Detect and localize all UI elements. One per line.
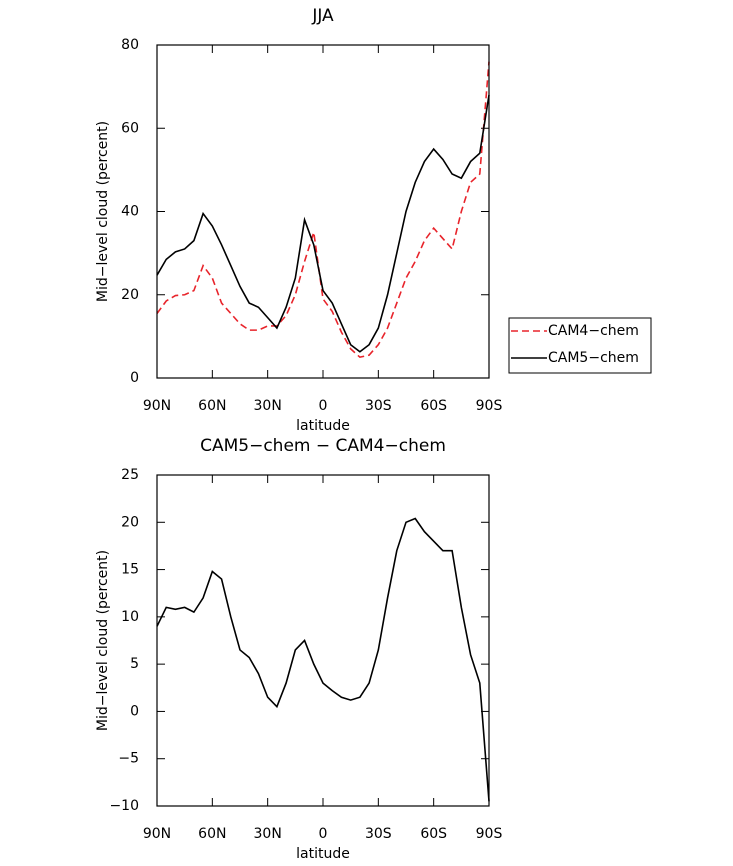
y-tick-label: 40 (121, 204, 139, 220)
y-axis-label: Mid−level cloud (percent) (95, 550, 111, 731)
x-tick-label: 60N (198, 826, 226, 842)
plot-frame (156, 474, 490, 807)
x-tick-label: 0 (319, 826, 328, 842)
x-tick-label: 90S (476, 398, 503, 414)
x-axis-label: latitude (296, 418, 350, 434)
legend-label: CAM4−chem (548, 323, 639, 339)
series-line (156, 61, 490, 359)
y-tick-label: 25 (121, 467, 139, 483)
x-tick-label: 30S (365, 826, 392, 842)
y-tick-label: 20 (121, 514, 139, 530)
x-tick-label: 60N (198, 398, 226, 414)
x-tick-label: 30N (254, 398, 282, 414)
y-axis-label: Mid−level cloud (percent) (95, 121, 111, 302)
y-tick-label: −5 (118, 751, 139, 767)
series-line (156, 94, 490, 353)
chart-title: JJA (311, 6, 334, 26)
y-tick-label: 0 (130, 370, 139, 386)
y-tick-label: −10 (109, 798, 139, 814)
x-tick-label: 90N (143, 398, 171, 414)
y-tick-label: 60 (121, 120, 139, 136)
chart-title: CAM5−chem − CAM4−chem (200, 436, 446, 456)
x-tick-label: 30N (254, 826, 282, 842)
x-tick-label: 90S (476, 826, 503, 842)
series-line (156, 517, 490, 802)
x-tick-label: 60S (420, 826, 447, 842)
x-tick-label: 60S (420, 398, 447, 414)
y-tick-label: 80 (121, 37, 139, 53)
y-tick-label: 0 (130, 703, 139, 719)
x-tick-label: 90N (143, 826, 171, 842)
x-tick-label: 0 (319, 398, 328, 414)
y-tick-label: 5 (130, 656, 139, 672)
y-tick-label: 10 (121, 609, 139, 625)
x-axis-label: latitude (296, 846, 350, 862)
legend-box (508, 317, 652, 374)
y-tick-label: 20 (121, 287, 139, 303)
x-tick-label: 30S (365, 398, 392, 414)
legend-label: CAM5−chem (548, 350, 639, 366)
y-tick-label: 15 (121, 562, 139, 578)
plot-frame (156, 44, 490, 379)
